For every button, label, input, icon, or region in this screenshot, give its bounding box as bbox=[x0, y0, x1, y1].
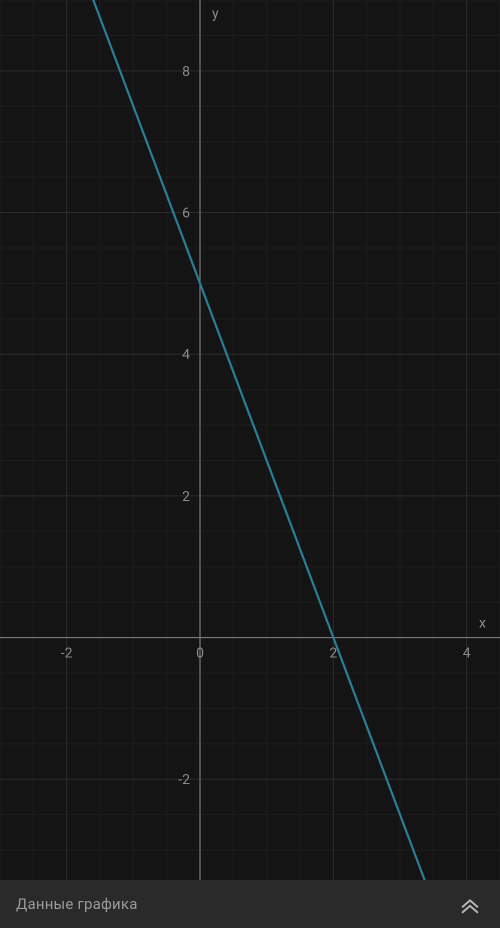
svg-text:8: 8 bbox=[182, 64, 190, 80]
bottom-bar[interactable]: Данные графика bbox=[0, 880, 500, 928]
svg-text:-2: -2 bbox=[61, 646, 73, 662]
svg-text:x: x bbox=[479, 616, 486, 632]
svg-text:2: 2 bbox=[182, 489, 190, 505]
svg-text:y: y bbox=[212, 6, 219, 22]
svg-text:6: 6 bbox=[182, 206, 190, 222]
svg-text:4: 4 bbox=[463, 646, 471, 662]
expand-up-icon[interactable] bbox=[456, 890, 484, 918]
svg-text:0: 0 bbox=[196, 646, 204, 662]
data-panel-label: Данные графика bbox=[16, 895, 138, 913]
chart-area[interactable]: -2024-22468xy bbox=[0, 0, 500, 928]
line-chart: -2024-22468xy bbox=[0, 0, 500, 928]
svg-text:4: 4 bbox=[182, 347, 190, 363]
svg-text:-2: -2 bbox=[178, 772, 190, 788]
